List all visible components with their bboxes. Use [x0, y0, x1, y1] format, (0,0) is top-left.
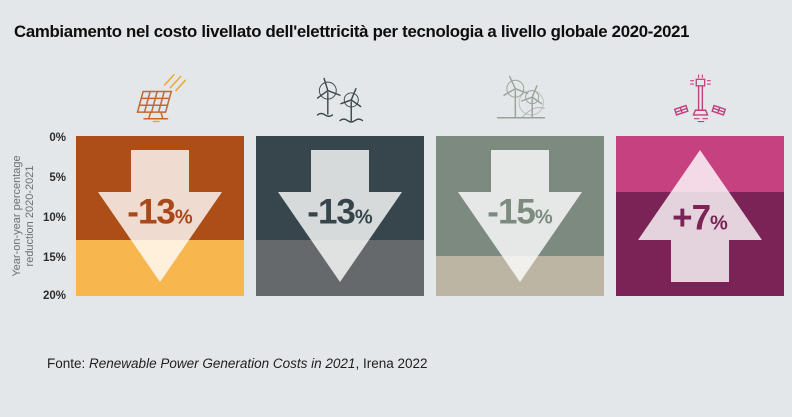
panel-solar-photovoltaic: -13% [76, 136, 244, 296]
up-arrow [638, 150, 762, 282]
value-label: +7% [672, 198, 728, 238]
tick-5: 5% [49, 171, 66, 184]
panel-concentrating-solar-power: +7% [616, 136, 784, 296]
down-arrow [278, 150, 402, 282]
value-label: -13% [127, 192, 193, 232]
onshore-wind-turbines-icon [488, 70, 552, 128]
source-title: Renewable Power Generation Costs in 2021 [89, 356, 356, 371]
tick-15: 15% [42, 251, 66, 264]
csp-tower-icon [668, 70, 732, 128]
source-note: Fonte: Renewable Power Generation Costs … [47, 356, 428, 371]
source-suffix: , Irena 2022 [355, 356, 428, 371]
value-label: -15% [487, 192, 553, 232]
tick-10: 10% [42, 211, 66, 224]
offshore-wind-turbines-icon [308, 70, 372, 128]
down-arrow [458, 150, 582, 282]
tick-0: 0% [49, 131, 66, 144]
y-axis-ticks: 0% 5% 10% 15% 20% [0, 132, 68, 302]
value-label: -13% [307, 192, 373, 232]
source-prefix: Fonte: [47, 356, 90, 371]
panel-onshore-wind: -15% [436, 136, 604, 296]
solar-panel-icon [128, 70, 192, 128]
tick-20: 20% [42, 290, 66, 302]
panel-offshore-wind: -13% [256, 136, 424, 296]
page-title: Cambiamento nel costo livellato dell'ele… [14, 22, 690, 41]
down-arrow [98, 150, 222, 282]
